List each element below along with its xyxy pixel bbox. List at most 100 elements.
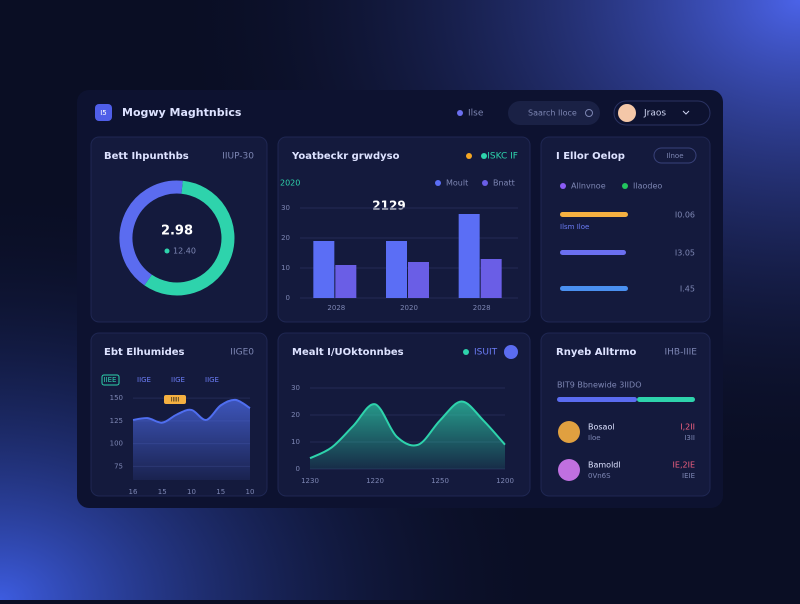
card-title: Mealt I/UOktonnbes	[292, 347, 404, 358]
logo	[95, 104, 112, 121]
row-value: I0.06	[675, 211, 695, 220]
legend: Allnvnoe Ilaodeo	[560, 182, 662, 191]
x-tick-label: 1230	[301, 477, 319, 485]
legend-dot	[435, 180, 441, 186]
avatar	[558, 421, 580, 443]
x-tick-label: 2028	[327, 304, 345, 312]
x-tick-label: 1250	[431, 477, 449, 485]
row-value: I3.05	[675, 249, 695, 258]
y-tick-label: 10	[281, 264, 290, 272]
area	[310, 401, 505, 469]
search-icon	[585, 109, 593, 117]
bar	[313, 241, 335, 298]
x-tick-label: 15	[158, 488, 167, 496]
status: Ilse	[468, 109, 484, 119]
donut-note: 12.40	[173, 247, 196, 256]
avatar	[618, 104, 636, 122]
dot	[466, 153, 472, 159]
legend-dot	[622, 183, 628, 189]
line	[132, 398, 251, 424]
line	[309, 400, 506, 460]
user-name: Jraos	[643, 109, 666, 119]
tab: IIGE	[137, 376, 151, 384]
person-amount: IE,2IE	[673, 461, 695, 470]
person-name: Bamoldl	[588, 461, 621, 470]
progress-bar	[560, 212, 628, 217]
x-tick-label: 1200	[496, 477, 514, 485]
legend-label: Allnvnoe	[571, 182, 606, 191]
progress-bar	[560, 250, 626, 255]
dot	[463, 349, 469, 355]
tab-active	[101, 374, 120, 386]
logo-text: I5	[100, 109, 107, 117]
card	[540, 332, 711, 497]
person-note: 0Vn6S	[588, 472, 611, 480]
legend-dot	[482, 180, 488, 186]
person-name: Bosaol	[588, 423, 615, 432]
x-tick-label: 2028	[473, 304, 491, 312]
donut-segment	[119, 180, 183, 286]
button-label: Ilnoe	[666, 152, 683, 160]
x-tick-label: 2020	[400, 304, 418, 312]
bar	[386, 241, 407, 298]
y-tick-label: 125	[110, 417, 123, 425]
tooltip	[164, 395, 186, 404]
tab: IIGE	[205, 376, 219, 384]
y-tick-label: 30	[281, 204, 290, 212]
legend-dot	[560, 183, 566, 189]
bar	[458, 214, 480, 298]
person-sub: IEIE	[682, 472, 695, 480]
person-note: Iloe	[588, 434, 601, 442]
dot	[481, 153, 487, 159]
area	[133, 399, 250, 480]
donut	[119, 180, 235, 296]
x-tick-label: 16	[129, 488, 138, 496]
y-tick-label: 30	[291, 384, 300, 392]
tab: IIGE	[171, 376, 185, 384]
dot	[164, 248, 170, 254]
y-tick-label: 20	[281, 234, 290, 242]
card-title: Ebt Elhumides	[104, 347, 185, 358]
donut-segment	[144, 180, 235, 296]
y-tick-label: 100	[110, 440, 123, 448]
row-value: I.45	[680, 285, 695, 294]
card	[540, 136, 711, 323]
card-badge: IIUP-30	[222, 152, 254, 162]
status-dot	[457, 110, 463, 116]
y-tick-label: 10	[291, 438, 300, 446]
card-badge: IHB-IIIE	[665, 348, 698, 358]
app-title: Mogwy Maghtnbics	[122, 106, 242, 119]
progress-bar	[557, 397, 637, 402]
donut-value: 2.98	[161, 224, 193, 239]
search-box[interactable]	[508, 101, 600, 125]
legend-label: Bnatt	[493, 179, 515, 188]
legend-label: Ilaodeo	[633, 182, 662, 191]
card-title: Rnyeb Alltrmo	[556, 347, 636, 358]
card-badge: ISUIT	[474, 348, 498, 358]
chevron	[682, 110, 690, 115]
card-badge: ISKC IF	[487, 152, 518, 162]
subtitle: BIT9 Bbnewide 3IIDO	[557, 381, 642, 390]
row-note: Ilsm Iloe	[560, 223, 589, 231]
bar	[480, 259, 502, 298]
x-tick-label: 10	[246, 488, 255, 496]
legend-label: Moult	[446, 179, 468, 188]
y-tick-label: 0	[286, 294, 290, 302]
icon-button[interactable]	[504, 345, 518, 359]
person-amount: I,2II	[680, 423, 695, 432]
card-title: Yoatbeckr grwdyso	[291, 151, 400, 162]
progress-bar	[637, 397, 695, 402]
people: Bosaol Iloe I,2II I3II Bamoldl 0Vn6S IE,2IE IEI…	[558, 421, 695, 481]
button[interactable]	[653, 147, 697, 164]
progress-bar	[560, 286, 628, 291]
user-menu[interactable]	[613, 100, 711, 126]
bar	[335, 265, 357, 298]
progress-rows: Ilsm Iloe I0.06 I3.05 I.45	[560, 211, 695, 294]
card-badge: IIGE0	[230, 348, 254, 358]
subtitle: 2020	[280, 179, 300, 188]
card-title: I Ellor Oelop	[556, 151, 625, 162]
person-sub: I3II	[684, 434, 695, 442]
x-tick-label: 10	[187, 488, 196, 496]
card-title: Bett Ihpunthbs	[104, 151, 189, 162]
